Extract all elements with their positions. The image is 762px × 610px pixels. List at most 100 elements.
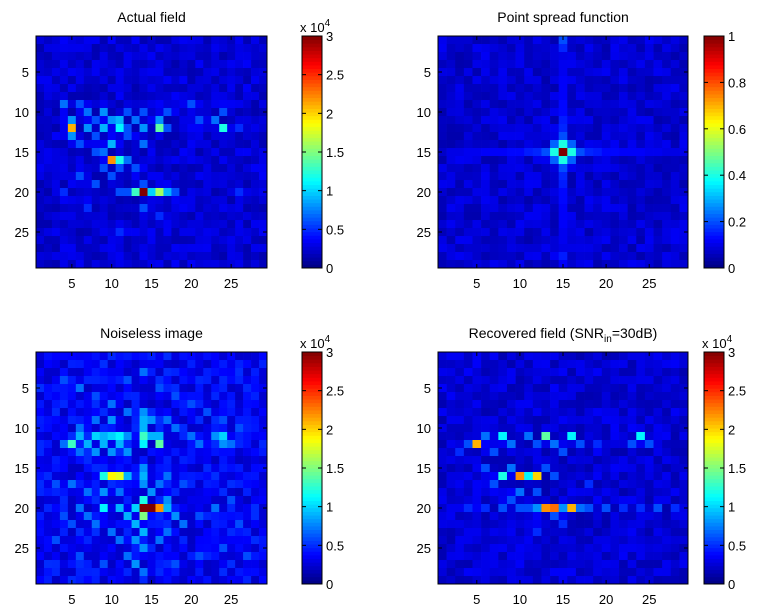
heatmap-cell — [601, 432, 611, 441]
colorbar-segment — [302, 68, 322, 73]
colorbar-tick-label: 1 — [326, 500, 333, 515]
heatmap-cell — [147, 148, 156, 157]
heatmap-cell — [123, 260, 132, 269]
colorbar-segment — [704, 61, 724, 66]
colorbar-segment — [302, 518, 322, 523]
colorbar-segment — [704, 141, 724, 146]
heatmap-cell — [195, 576, 204, 585]
heatmap-cell — [187, 108, 196, 117]
heatmap-cell — [115, 236, 124, 245]
heatmap-cell — [75, 408, 85, 417]
heatmap-cell — [203, 560, 212, 569]
heatmap-cell — [67, 448, 77, 457]
heatmap-cell — [235, 172, 244, 181]
heatmap-cell — [438, 496, 447, 505]
y-tick-label: 5 — [424, 65, 431, 80]
heatmap-cell — [489, 576, 499, 585]
heatmap-cell — [83, 520, 93, 529]
heatmap-cell — [219, 116, 228, 125]
heatmap-cell — [463, 408, 473, 417]
heatmap-cell — [219, 440, 228, 449]
heatmap-cell — [541, 252, 551, 261]
heatmap-cell — [131, 400, 140, 409]
heatmap-cell — [115, 36, 124, 45]
heatmap-cell — [558, 352, 568, 361]
heatmap-cell — [75, 536, 85, 545]
heatmap-cell — [83, 124, 93, 133]
heatmap-cell — [107, 84, 117, 93]
heatmap-cell — [653, 456, 663, 465]
heatmap-cell — [558, 496, 568, 505]
heatmap-cell — [584, 384, 594, 393]
heatmap-cell — [235, 536, 244, 545]
heatmap-cell — [670, 140, 680, 149]
heatmap-cell — [584, 416, 594, 425]
heatmap-cell — [558, 536, 568, 545]
heatmap-cell — [567, 36, 577, 45]
heatmap-cell — [155, 368, 164, 377]
colorbar-segment — [704, 558, 724, 563]
heatmap-cell — [455, 148, 465, 157]
heatmap-cell — [155, 44, 164, 53]
heatmap-cell — [171, 384, 180, 393]
heatmap-cell — [627, 196, 637, 205]
heatmap-cell — [532, 392, 542, 401]
heatmap-cell — [438, 456, 447, 465]
heatmap-cell — [524, 244, 534, 253]
colorbar-segment — [704, 471, 724, 476]
heatmap-cell — [670, 252, 680, 261]
heatmap-cell — [219, 560, 228, 569]
heatmap-cell — [123, 84, 132, 93]
heatmap-cell — [259, 76, 268, 85]
heatmap-cell — [567, 76, 577, 85]
heatmap-cell — [155, 164, 164, 173]
heatmap-cell — [662, 416, 672, 425]
heatmap-cell — [219, 496, 228, 505]
heatmap-cell — [601, 384, 611, 393]
colorbar-tick-label: 1 — [728, 29, 735, 44]
heatmap-cell — [59, 116, 69, 125]
heatmap-cell — [662, 568, 672, 577]
heatmap-cell — [139, 576, 148, 585]
heatmap-cell — [99, 552, 109, 561]
heatmap-cell — [211, 496, 220, 505]
heatmap-cell — [67, 536, 77, 545]
heatmap-cell — [131, 92, 140, 101]
heatmap-cell — [219, 92, 228, 101]
colorbar-segment — [302, 61, 322, 66]
heatmap-cell — [91, 424, 101, 433]
heatmap-cell — [211, 552, 220, 561]
heatmap-cell — [259, 140, 268, 149]
heatmap-cell — [593, 416, 603, 425]
heatmap-cell — [524, 140, 534, 149]
heatmap-cell — [550, 164, 560, 173]
heatmap-cell — [139, 228, 148, 237]
heatmap-cell — [455, 196, 465, 205]
heatmap-cell — [679, 68, 689, 77]
heatmap-cell — [163, 100, 172, 109]
heatmap-cell — [601, 124, 611, 133]
heatmap-cell — [179, 124, 188, 133]
heatmap-cell — [446, 536, 456, 545]
heatmap-cell — [43, 252, 53, 261]
heatmap-cell — [524, 544, 534, 553]
heatmap-cell — [610, 44, 620, 53]
heatmap-cell — [155, 148, 164, 157]
heatmap-cell — [131, 36, 140, 45]
heatmap-cell — [489, 60, 499, 69]
heatmap-cell — [472, 528, 482, 537]
heatmap-cell — [123, 496, 132, 505]
heatmap-cell — [235, 408, 244, 417]
heatmap-cell — [147, 480, 156, 489]
heatmap-cell — [83, 44, 93, 53]
heatmap-cell — [131, 552, 140, 561]
heatmap-cell — [472, 480, 482, 489]
heatmap-cell — [524, 512, 534, 521]
heatmap-cell — [235, 244, 244, 253]
heatmap-cell — [679, 236, 689, 245]
heatmap-cell — [644, 528, 654, 537]
heatmap-cell — [627, 408, 637, 417]
heatmap-cell — [139, 360, 148, 369]
heatmap-cell — [498, 480, 508, 489]
